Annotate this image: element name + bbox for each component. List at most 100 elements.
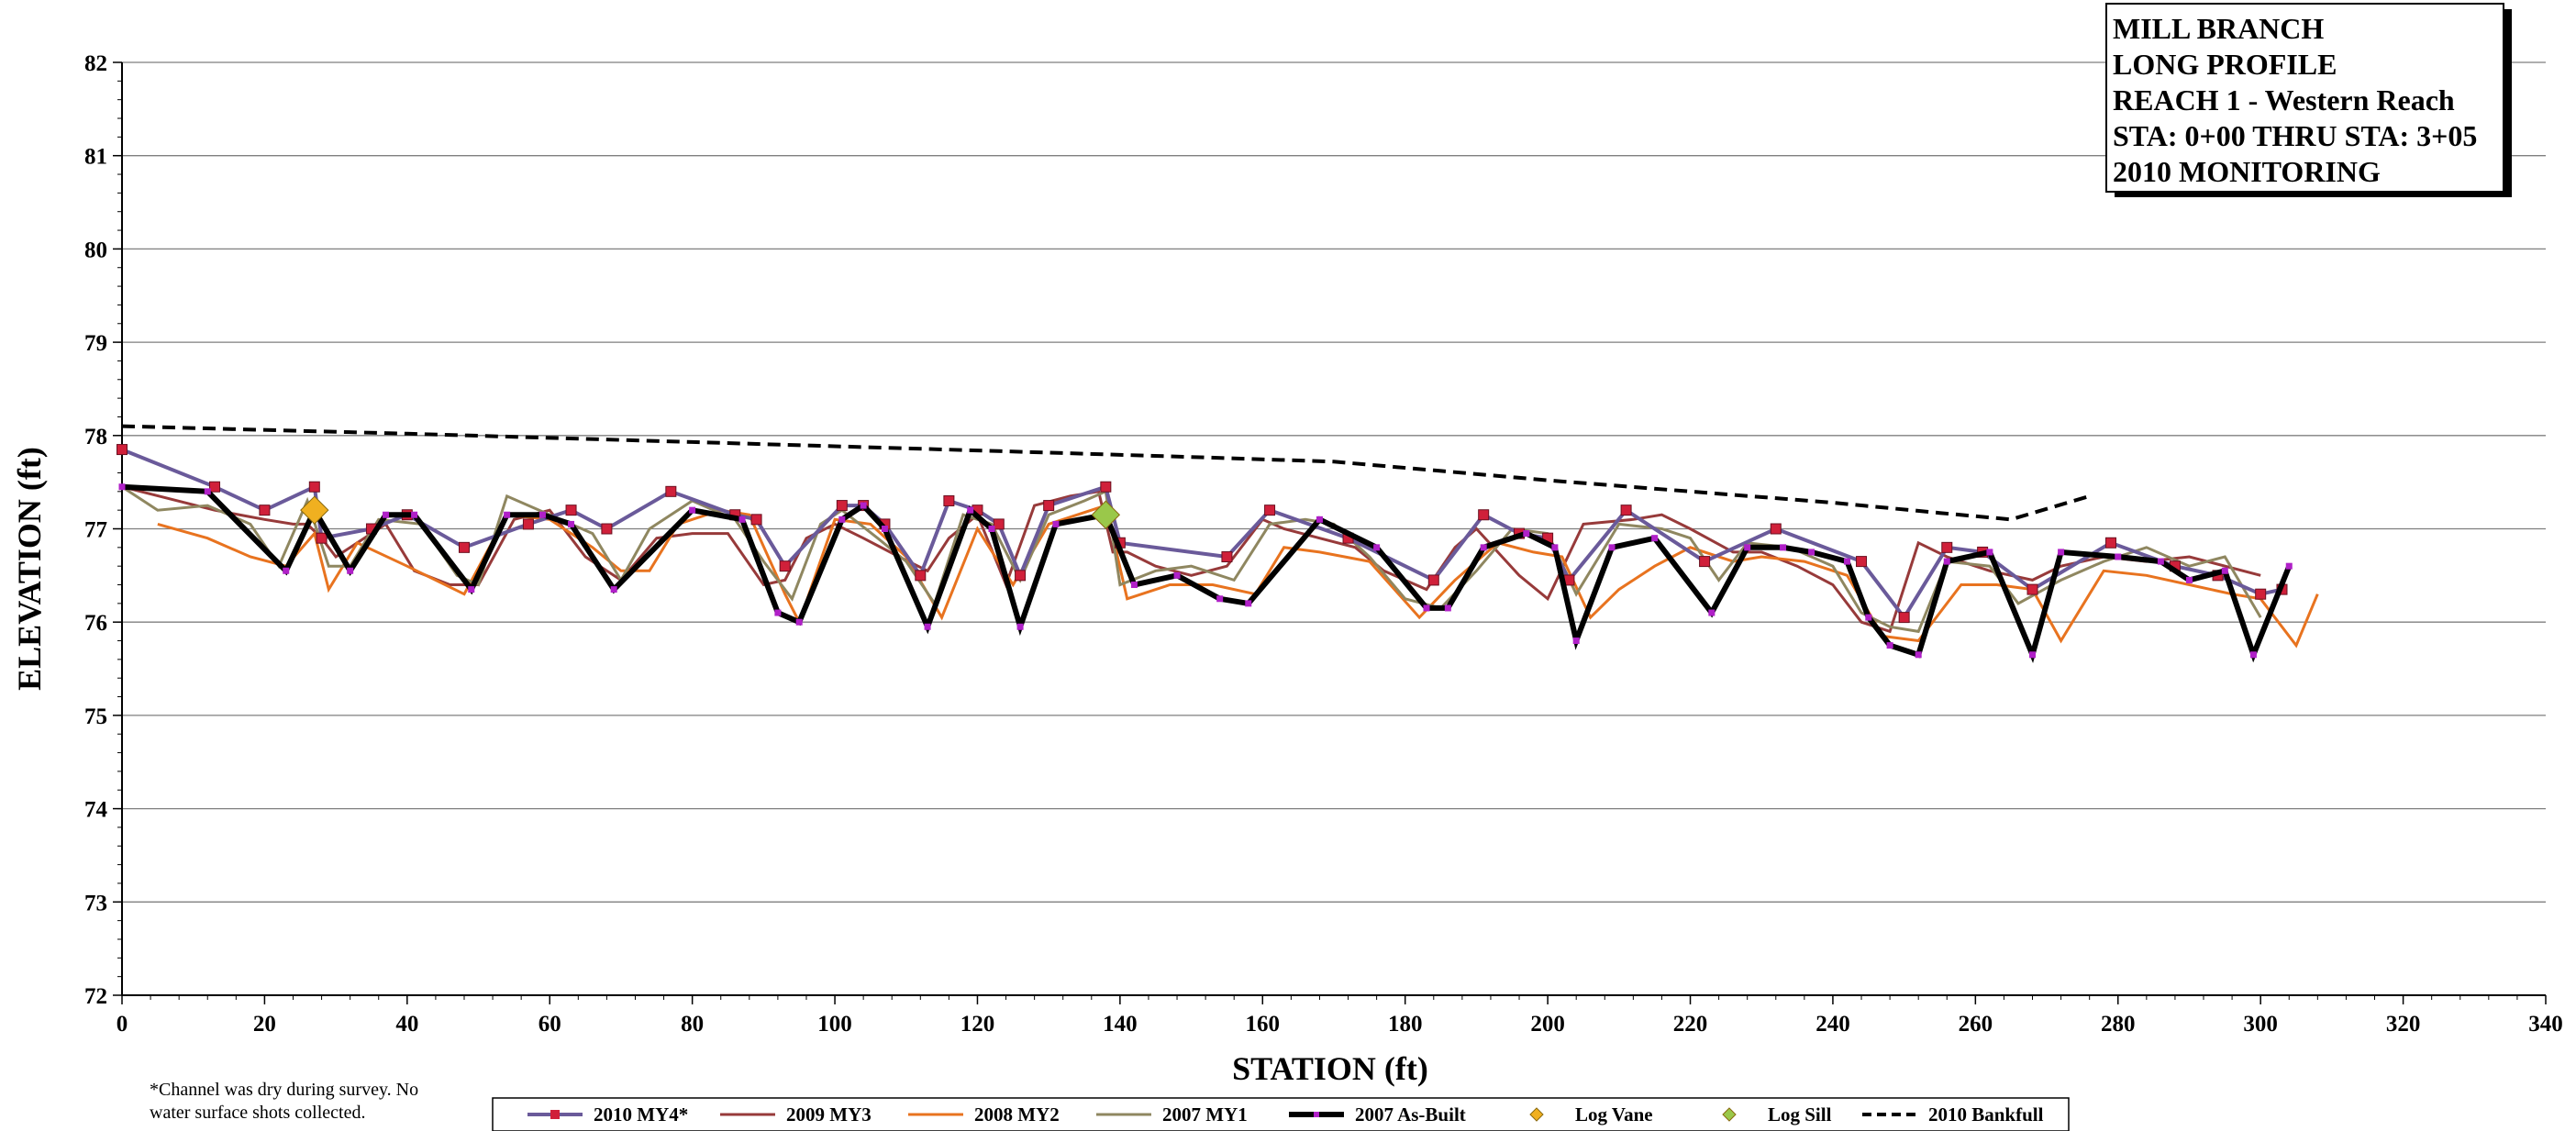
data-point-2007-as-built [689,506,696,514]
data-point-2010-my4 [2255,588,2267,600]
legend-item-2007-as-built: 2007 As-Built [1289,1103,1466,1125]
data-point-2010-my4 [1221,551,1233,563]
data-point-2007-as-built [1245,600,1252,607]
data-point-2007-as-built [738,516,746,523]
legend-label-2007-my1: 2007 MY1 [1162,1103,1248,1125]
x-tick-label-160: 160 [1246,1012,1281,1037]
data-point-2007-as-built [838,516,846,523]
data-point-2010-my4 [259,505,271,516]
legend-swatch-log-sill [1722,1107,1737,1122]
title-line-1: MILL BRANCH [2113,12,2324,45]
data-point-2007-as-built [988,526,995,532]
data-point-2007-as-built [1943,558,1950,565]
x-tick-label-0: 0 [117,1012,128,1037]
data-point-2007-as-built [2249,651,2257,659]
data-point-2007-as-built [2285,562,2293,570]
x-tick-label-200: 200 [1530,1012,1565,1037]
series-line-2010-bankfull [121,424,2091,522]
x-tick-label-20: 20 [253,1012,276,1037]
series-2010-my4 [117,444,2288,624]
data-point-2007-as-built [568,520,575,527]
dry-channel-note: *Channel was dry during survey. No water… [150,1080,418,1123]
data-point-2007-as-built [1986,549,1993,556]
y-tick-label-77: 77 [84,518,107,543]
data-point-2007-as-built [1708,609,1715,616]
legend-label-2008-my2: 2008 MY2 [974,1103,1060,1125]
x-tick-label-80: 80 [681,1012,704,1037]
axes: 72 73 74 75 76 77 78 79 80 81 82 0 20 40 60 80 100 120 140… [84,51,2563,1037]
x-axis-title: STATION (ft) [1232,1050,1428,1087]
data-point-2007-as-built [1843,558,1850,565]
data-point-2007-as-built [1523,530,1530,538]
data-point-2010-my4 [1264,505,1276,516]
legend-item-2009-my3: 2009 MY3 [720,1103,872,1125]
data-point-2007-as-built [1608,544,1616,551]
data-point-2010-my4 [117,444,128,456]
data-point-2007-as-built [283,567,290,574]
legend-item-2010-my4: 2010 MY4* [527,1103,688,1125]
series-layer [117,424,2319,663]
data-point-2007-as-built [795,618,803,626]
data-point-2010-my4 [915,570,927,582]
x-tick-label-40: 40 [395,1012,418,1037]
data-point-2007-as-built [1865,614,1872,621]
legend-item-log-sill: Log Sill [1722,1103,1832,1125]
x-tick-label-120: 120 [960,1012,995,1037]
data-point-2007-as-built [2058,549,2065,556]
data-point-2007-as-built [2115,553,2122,560]
data-point-2010-my4 [601,523,613,535]
data-point-2007-as-built [1744,544,1751,551]
x-tick-label-300: 300 [2243,1012,2278,1037]
legend-label-log-sill: Log Sill [1768,1103,1832,1125]
y-tick-label-75: 75 [84,704,107,729]
data-point-2007-as-built [411,511,418,518]
title-box-frame [2105,3,2504,193]
x-tick-label-100: 100 [817,1012,852,1037]
data-point-2007-as-built [1651,535,1659,542]
series-log-vane [300,495,329,525]
data-point-2007-as-built [881,526,888,532]
x-tick-label-280: 280 [2101,1012,2136,1037]
data-point-2007-as-built [1572,638,1580,645]
data-point-2007-as-built [1423,604,1430,612]
series-2007-as-built [118,483,2293,663]
x-tick-label-260: 260 [1959,1012,1993,1037]
data-point-2007-as-built [1130,582,1138,589]
y-tick-label-79: 79 [84,331,107,356]
title-box: MILL BRANCH LONG PROFILE REACH 1 - Weste… [2105,3,2512,197]
data-point-2010-my4 [779,560,791,572]
data-point-2010-my4 [943,494,955,506]
title-line-2: LONG PROFILE [2113,48,2337,81]
data-point-2007-as-built [2185,576,2193,583]
data-point-2007-as-built [504,511,511,518]
legend-item-log-vane: Log Vane [1529,1103,1653,1125]
data-point-2007-as-built [1316,516,1323,523]
legend-marker-2010-my4 [550,1110,560,1119]
title-line-5: 2010 MONITORING [2113,155,2381,188]
data-point-2007-as-built [1915,651,1922,659]
legend-swatch-log-vane [1529,1107,1544,1122]
data-point-2007-as-built [1551,544,1559,551]
y-tick-label-74: 74 [84,798,108,823]
data-point-2007-as-built [2029,651,2037,659]
data-point-2007-as-built [204,488,211,495]
data-point-2007-as-built [1780,544,1787,551]
data-point-2010-my4 [2104,537,2116,549]
data-point-2007-as-built [347,567,354,574]
data-point-2007-as-built [610,586,617,593]
data-point-2007-as-built [1444,604,1451,612]
data-point-2007-as-built [1216,595,1224,603]
series-log-sill [1091,500,1121,529]
y-axis-title: ELEVATION (ft) [11,447,48,691]
legend-item-2008-my2: 2008 MY2 [908,1103,1060,1125]
legend-label-2007-as-built: 2007 As-Built [1355,1103,1466,1125]
legend-label-2009-my3: 2009 MY3 [786,1103,872,1125]
data-point-2007-as-built [967,506,974,514]
x-tick-label-140: 140 [1103,1012,1138,1037]
data-point-2010-my4 [750,514,762,526]
data-point-2007-as-built [1480,544,1487,551]
x-tick-label-60: 60 [539,1012,561,1037]
data-point-2010-my4 [1043,500,1055,512]
y-tick-label-81: 81 [84,145,107,170]
data-point-2007-as-built [1886,642,1893,649]
